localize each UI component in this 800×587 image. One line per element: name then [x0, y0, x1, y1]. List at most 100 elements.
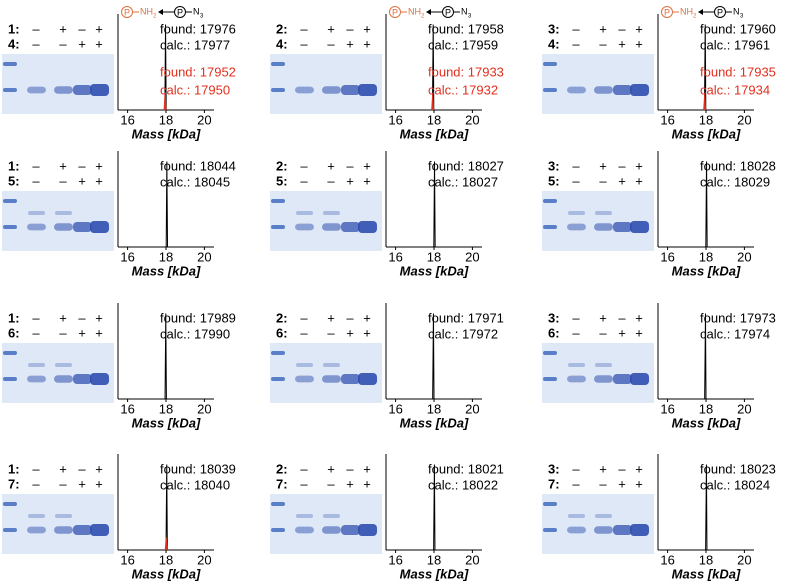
gel-sign: –: [327, 173, 335, 188]
gel-sign: –: [300, 461, 308, 476]
annotation: calc.: 18029: [700, 174, 770, 189]
marker-band: [271, 88, 285, 92]
gel-sign: –: [599, 173, 607, 188]
gel-row-label: 7:: [548, 476, 560, 491]
x-tick-label: 20: [737, 401, 751, 416]
spectrum-line: [386, 24, 482, 111]
spectrum-line: [658, 24, 754, 111]
gel-sign: –: [32, 36, 40, 51]
x-axis-label: Mass [kDa]: [132, 415, 201, 430]
gel-sign: +: [327, 21, 335, 36]
annotation: found: 18027: [428, 158, 504, 173]
x-tick-label: 20: [737, 249, 751, 264]
scheme-sub: 3: [200, 14, 204, 20]
x-axis-label: Mass [kDa]: [672, 126, 741, 141]
gel-band: [594, 375, 613, 383]
gel-band: [295, 86, 314, 94]
gel-sign: +: [618, 325, 626, 340]
gel-sign: +: [95, 21, 103, 36]
x-tick-label: 20: [465, 112, 479, 127]
gel-band: [54, 223, 73, 231]
gel-sign: +: [363, 173, 371, 188]
gel-sign: –: [618, 461, 626, 476]
spectrum-line: [164, 537, 168, 551]
gel-sign: +: [327, 158, 335, 173]
gel-band: [630, 524, 649, 536]
gel-band: [595, 363, 612, 367]
annotation: calc.: 18045: [160, 174, 230, 189]
gel-band: [613, 374, 632, 384]
gel-sign: –: [300, 310, 308, 325]
x-axis-label: Mass [kDa]: [672, 566, 741, 581]
gel-band: [341, 525, 360, 535]
gel-band: [613, 525, 632, 535]
gel-sign: –: [78, 21, 86, 36]
scheme-group: NH: [140, 6, 153, 16]
x-axis-label: Mass [kDa]: [400, 126, 469, 141]
marker-band: [271, 199, 285, 203]
gel-sign: +: [346, 173, 354, 188]
gel-band: [595, 514, 612, 518]
gel-sign: –: [300, 325, 308, 340]
gel-band: [90, 373, 109, 385]
x-tick-label: 18: [159, 552, 173, 567]
scheme-sub: 3: [740, 14, 744, 20]
gel-sign: +: [599, 158, 607, 173]
gel-sign: –: [32, 158, 40, 173]
gel-band: [567, 375, 586, 383]
gel-sign: +: [95, 173, 103, 188]
x-axis-label: Mass [kDa]: [672, 415, 741, 430]
gel-sign: +: [363, 36, 371, 51]
gel-band: [613, 85, 632, 95]
x-tick-label: 16: [388, 112, 402, 127]
scheme-arrowhead: [426, 9, 431, 15]
gel-sign: +: [95, 36, 103, 51]
gel-sign: +: [618, 36, 626, 51]
gel-band: [323, 211, 340, 215]
gel-sign: –: [572, 36, 580, 51]
gel-sign: +: [78, 325, 86, 340]
x-tick-label: 18: [427, 401, 441, 416]
gel-sign: –: [59, 325, 67, 340]
x-tick-label: 18: [427, 112, 441, 127]
gel-band: [358, 524, 377, 536]
spectrum-line: [118, 24, 214, 111]
x-tick-label: 20: [737, 112, 751, 127]
gel-sign: –: [32, 173, 40, 188]
x-tick-label: 16: [388, 249, 402, 264]
gel-sign: –: [572, 476, 580, 491]
gel-sign: –: [572, 173, 580, 188]
annotation: calc.: 17961: [700, 37, 770, 52]
x-tick-label: 20: [465, 401, 479, 416]
spectrum-line: [703, 93, 707, 111]
annotation: found: 17976: [160, 21, 236, 36]
gel-sign: –: [327, 325, 335, 340]
gel-row-label: 7:: [8, 476, 20, 491]
annotation: found: 17960: [700, 21, 776, 36]
gel-band: [341, 374, 360, 384]
gel-sign: –: [346, 21, 354, 36]
gel-sign: +: [59, 310, 67, 325]
gel-sign: +: [78, 36, 86, 51]
gel-band: [27, 223, 46, 231]
gel-sign: +: [346, 36, 354, 51]
gel-band: [594, 86, 613, 94]
gel-sign: –: [346, 461, 354, 476]
marker-band: [543, 502, 557, 506]
gel-sign: –: [32, 310, 40, 325]
gel-sign: –: [59, 173, 67, 188]
x-axis-label: Mass [kDa]: [400, 263, 469, 278]
gel-row-label: 3:: [548, 21, 560, 36]
gel-band: [322, 223, 341, 231]
gel-sign: +: [599, 461, 607, 476]
annotation: calc.: 18027: [428, 174, 498, 189]
gel-row-label: 3:: [548, 461, 560, 476]
spectrum-line: [658, 313, 754, 400]
annotation: calc.: 17990: [160, 326, 230, 341]
gel-band: [322, 86, 341, 94]
gel-row-label: 2:: [276, 310, 288, 325]
x-tick-label: 18: [699, 249, 713, 264]
marker-band: [3, 377, 17, 381]
scheme-p: P: [664, 7, 670, 17]
